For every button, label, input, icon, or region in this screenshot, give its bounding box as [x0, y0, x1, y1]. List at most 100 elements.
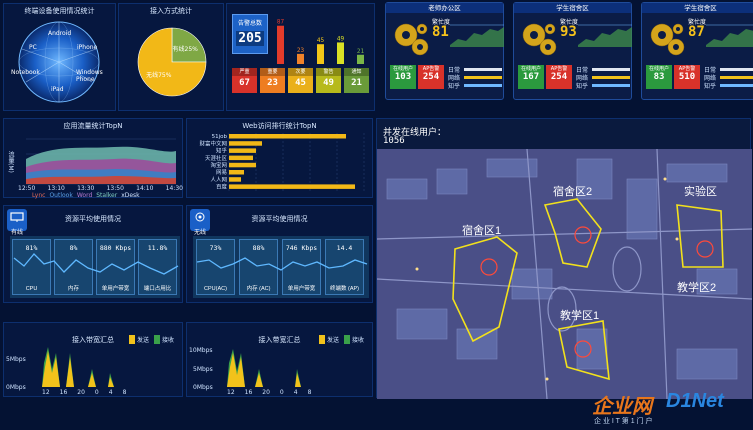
web-bar [229, 148, 256, 153]
web-panel: Web访问排行统计TopN 51job 财富中文网 知乎 天涯社区 淘宝网 网易 人人网 百度 [186, 118, 373, 198]
zone-legend-item: 网络 [576, 74, 589, 82]
device-label-pc: PC [29, 44, 37, 51]
alarm-tile-value: 67 [239, 78, 250, 88]
wireless-tile-memory: 88% 内存 (AC) [239, 239, 278, 295]
alarm-tile-label: 通知 [344, 68, 369, 76]
map-label-lab[interactable]: 实验区 [684, 186, 717, 198]
zone-legend: 日常 网络 知乎 [704, 65, 753, 90]
wired-panel: 有线 资源平均使用情况 81% CPU 8% 内存 880 Kbps 单用户带宽 11… [3, 205, 183, 303]
zone-dorm-2 [543, 198, 602, 268]
wired-tile-port: 11.8% 端口占用比 [138, 239, 177, 295]
wired-tile-label: 单用户带宽 [101, 286, 130, 292]
campus-map[interactable] [377, 149, 752, 399]
bw2-legend-send: 发送 [318, 335, 339, 344]
zone-legend-item: 日常 [704, 66, 717, 74]
zone-card[interactable]: 学生宿舍区 繁忙度 93 在线用户 167 AP告警 254 [513, 2, 632, 100]
zone-card[interactable]: 老师办公区 繁忙度 81 在线用户 103 AP告警 254 [385, 2, 504, 100]
bw2-ytick: 10Mbps [189, 347, 213, 354]
alarm-bar [337, 42, 344, 64]
zone-cards: 老师办公区 繁忙度 81 在线用户 103 AP告警 254 [380, 0, 753, 110]
zone-legend-item: 知乎 [704, 82, 717, 90]
zone-ap-value: 254 [550, 72, 568, 82]
alarm-tile[interactable]: 通知 21 [344, 68, 369, 93]
zone-ap-box: AP告警 254 [546, 65, 572, 89]
watermark-brand-2: D1Net [666, 390, 724, 412]
wireless-tile-label: 单用户带宽 [287, 286, 316, 292]
web-bar-label: 网易 [216, 169, 227, 176]
bw1-xtick: 12 [42, 389, 50, 396]
bw2-legend: 发送 接收 [318, 335, 364, 344]
map-panel: 并发在线用户： 1056 宿 [376, 118, 752, 399]
map-label-dorm2[interactable]: 宿舍区2 [553, 186, 593, 198]
wireless-tile-terminals: 14.4 终端数 (AP) [325, 239, 364, 295]
alarm-tile-value: 21 [351, 78, 362, 88]
flow-panel: 应用流量统计TopN 流量(M) 12:50 13:10 13:30 13:50… [3, 118, 183, 199]
zone-teach-1 [558, 320, 610, 381]
alarm-panel: 告警总数 205 87 23 45 49 21 严重 67 重要 23 次要 45 警告 49 通知 21 [226, 3, 375, 111]
web-bar-label: 51job [212, 134, 228, 140]
map-heading: 并发在线用户： [383, 127, 447, 137]
access-panel: 接入方式统计 有线25% 无线75% [118, 3, 224, 111]
alarm-tile-label: 警告 [316, 68, 341, 76]
bw1-legend-recv: 接收 [153, 335, 174, 344]
zone-ap-label: AP告警 [550, 66, 568, 72]
zone-legend-item: 网络 [448, 74, 461, 82]
alarm-tile[interactable]: 警告 49 [316, 68, 341, 93]
device-globe [18, 21, 100, 103]
wireless-tile-label: 内存 (AC) [246, 286, 271, 292]
flow-xtick: 12:50 [18, 185, 36, 192]
zone-ap-box: AP告警 510 [674, 65, 700, 89]
bw1-ytick: 0Mbps [6, 384, 26, 391]
alarm-bar [357, 54, 364, 64]
zone-ap-value: 510 [678, 72, 696, 82]
map-online-count: 1056 [383, 136, 405, 146]
zone-online-value: 167 [522, 72, 540, 82]
web-bar [229, 155, 253, 161]
gear-icon [522, 23, 557, 56]
web-bar [229, 134, 346, 139]
zone-card-title: 学生宿舍区 [514, 3, 631, 13]
zone-legend-item: 网络 [704, 74, 717, 82]
alarm-total-value: 205 [236, 31, 264, 46]
wired-badge-label: 有线 [10, 229, 23, 236]
map-label-dorm1[interactable]: 宿舍区1 [462, 225, 502, 237]
alarm-tile[interactable]: 严重 67 [232, 68, 257, 93]
alarm-total-label: 告警总数 [237, 20, 262, 27]
wired-badge: 有线 [7, 209, 27, 236]
bw1-area-chart [42, 347, 114, 387]
bw2-xtick: 16 [244, 389, 253, 396]
alarm-bar [317, 44, 324, 64]
alarm-bar-label: 49 [337, 35, 345, 42]
map-label-teach1[interactable]: 教学区1 [560, 310, 600, 322]
zone-online-box: 在线用户 103 [390, 65, 416, 89]
alarm-tile[interactable]: 重要 23 [260, 68, 285, 93]
web-bar [229, 162, 256, 168]
bw2-area-chart [227, 349, 301, 387]
wireless-tile-value: 88% [252, 244, 265, 252]
zone-trend-chart [450, 24, 504, 47]
zone-legend: 日常 网络 知乎 [448, 65, 502, 90]
web-bar-label: 财富中文网 [199, 139, 227, 147]
alarm-tile-label: 重要 [260, 68, 285, 76]
flow-xaxis: 12:50 13:10 13:30 13:50 14:10 14:30 [18, 185, 183, 192]
gear-icon [394, 23, 429, 56]
bw2-xtick: 12 [227, 389, 235, 396]
zone-score: 87 [688, 24, 705, 40]
wired-tile-value: 11.8% [147, 244, 168, 252]
bw2-xtick: 20 [262, 389, 270, 396]
wired-tile-value: 880 Kbps [99, 244, 132, 252]
bw2-xtick: 0 [279, 389, 284, 396]
map-label-teach2[interactable]: 教学区2 [677, 282, 717, 294]
alarm-tile[interactable]: 次要 45 [288, 68, 313, 93]
web-bar-label: 天涯社区 [205, 154, 228, 162]
alarm-bar [297, 53, 304, 64]
bandwidth-panel-1: 接入带宽汇总 发送 接收 5Mbps 0Mbps 12 16 20 0 4 8 [3, 322, 183, 397]
zone-legend-item: 日常 [448, 66, 461, 74]
bw2-legend-recv: 接收 [343, 335, 364, 344]
alarm-bar-label: 87 [277, 19, 285, 26]
flow-title: 应用流量统计TopN [63, 122, 123, 130]
flow-xtick: 14:30 [165, 185, 183, 192]
web-bar [229, 177, 241, 182]
device-panel: 终端设备使用情况统计 Android PC iPhone Notebook Wi… [3, 3, 116, 111]
zone-card[interactable]: 学生宿舍区 繁忙度 87 在线用户 83 AP告警 510 [641, 2, 753, 100]
